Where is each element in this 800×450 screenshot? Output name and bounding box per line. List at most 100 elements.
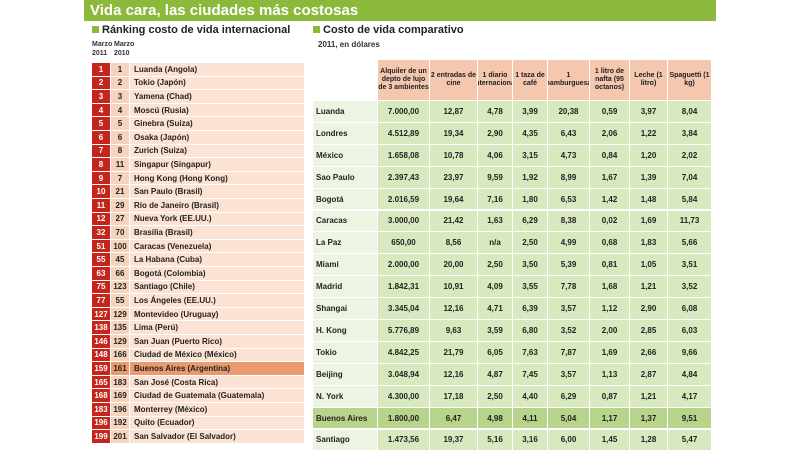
value-cell: 3,16 [513, 429, 548, 450]
rank-cell: 4 [111, 103, 130, 118]
ranking-column-header: Marzo 2011 [92, 41, 113, 57]
value-cell: 1,21 [630, 385, 668, 408]
rank-cell: 196 [92, 416, 111, 431]
comparison-heading: Costo de vida comparativo [313, 24, 464, 36]
value-cell: 2.000,00 [378, 254, 430, 277]
value-cell: 3,52 [548, 320, 590, 342]
city-cell: México [313, 144, 378, 167]
city-cell: Nueva York (EE.UU.) [130, 212, 305, 227]
value-cell: 1,68 [590, 276, 630, 299]
city-cell: Buenos Aires [313, 407, 378, 430]
city-cell: Montevideo (Uruguay) [130, 307, 305, 322]
rank-cell: 77 [92, 294, 111, 308]
city-cell: Sao Paulo [313, 166, 378, 189]
value-cell: 6,05 [478, 341, 513, 364]
value-cell: 10,91 [430, 276, 478, 299]
value-cell: 1,13 [590, 363, 630, 386]
value-cell: 1.842,31 [378, 276, 430, 299]
value-cell: 4.512,89 [378, 122, 430, 145]
rank-cell: 138 [92, 321, 111, 335]
city-cell: Osaka (Japón) [130, 131, 305, 145]
rank-cell: 196 [111, 403, 130, 417]
value-cell: 3,57 [548, 298, 590, 320]
value-cell: 6,03 [668, 320, 712, 342]
city-cell: La Habana (Cuba) [130, 253, 305, 267]
value-cell: 5,84 [668, 188, 712, 211]
rank-cell: 21 [111, 185, 130, 199]
value-cell: 3.345,04 [378, 298, 430, 320]
value-cell: 2.016,59 [378, 188, 430, 211]
value-cell: 0,84 [590, 144, 630, 167]
city-cell: Caracas [313, 210, 378, 233]
value-cell: 5,47 [668, 429, 712, 450]
rank-cell: 45 [111, 253, 130, 267]
comparison-column-header: 2 entradas de cine [430, 60, 478, 100]
rank-cell: 100 [111, 239, 130, 254]
value-cell: 1.800,00 [378, 407, 430, 430]
rank-cell: 165 [92, 375, 111, 390]
value-cell: 3.048,94 [378, 363, 430, 386]
rank-cell: 7 [92, 144, 111, 159]
value-cell: 1,45 [590, 429, 630, 450]
value-cell: 2,90 [478, 122, 513, 145]
rank-cell: 166 [111, 348, 130, 363]
rank-cell: 12 [92, 212, 111, 227]
ranking-column-header: Marzo 2010 [114, 41, 135, 57]
value-cell: 6,00 [548, 429, 590, 450]
value-cell: 1,69 [630, 210, 668, 233]
value-cell: 23,97 [430, 166, 478, 189]
value-cell: 3,59 [478, 320, 513, 342]
value-cell: 8,04 [668, 101, 712, 123]
value-cell: 3,15 [513, 144, 548, 167]
value-cell: 1,39 [630, 166, 668, 189]
rank-cell: 199 [92, 430, 111, 444]
rank-cell: 63 [92, 267, 111, 281]
value-cell: 4.842,25 [378, 341, 430, 364]
value-cell: 6,29 [513, 210, 548, 233]
value-cell: 1,17 [590, 407, 630, 430]
city-cell: Ciudad de México (México) [130, 348, 305, 363]
city-cell: Madrid [313, 276, 378, 299]
value-cell: 3,51 [668, 254, 712, 277]
value-cell: 3.000,00 [378, 210, 430, 233]
bullet [313, 26, 320, 33]
value-cell: 6,08 [668, 298, 712, 320]
city-cell: H. Kong [313, 320, 378, 342]
rank-cell: 55 [111, 294, 130, 308]
value-cell: 1,22 [630, 122, 668, 145]
city-cell: Singapur (Singapur) [130, 158, 305, 172]
value-cell: 0,87 [590, 385, 630, 408]
city-cell: Lima (Perú) [130, 321, 305, 335]
value-cell: 1,37 [630, 407, 668, 430]
value-cell: 1.473,56 [378, 429, 430, 450]
rank-cell: 55 [92, 253, 111, 267]
rank-cell: 6 [111, 131, 130, 145]
value-cell: 20,38 [548, 101, 590, 123]
value-cell: 1,48 [630, 188, 668, 211]
rank-cell: 10 [92, 185, 111, 199]
rank-cell: 169 [111, 389, 130, 403]
value-cell: 21,79 [430, 341, 478, 364]
rank-cell: 8 [111, 144, 130, 159]
rank-cell: 11 [111, 158, 130, 172]
rank-cell: 1 [111, 63, 130, 77]
rank-cell: 129 [111, 335, 130, 349]
value-cell: 19,37 [430, 429, 478, 450]
rank-cell: 1 [92, 63, 111, 77]
rank-cell: 5 [92, 117, 111, 131]
city-cell: Caracas (Venezuela) [130, 239, 305, 254]
rank-cell: 201 [111, 430, 130, 444]
value-cell: 19,34 [430, 122, 478, 145]
rank-cell: 148 [92, 348, 111, 363]
city-cell: Quito (Ecuador) [130, 416, 305, 431]
value-cell: 19,64 [430, 188, 478, 211]
value-cell: 3,97 [630, 101, 668, 123]
value-cell: 2,85 [630, 320, 668, 342]
value-cell: 4,78 [478, 101, 513, 123]
city-cell: Tokio (Japón) [130, 76, 305, 91]
city-cell: Yamena (Chad) [130, 90, 305, 104]
comparison-column-header: 1 litro de nafta (95 octanos) [590, 60, 630, 100]
city-cell: Luanda (Angola) [130, 63, 305, 77]
city-cell: San Paulo (Brasil) [130, 185, 305, 199]
city-cell: N. York [313, 385, 378, 408]
